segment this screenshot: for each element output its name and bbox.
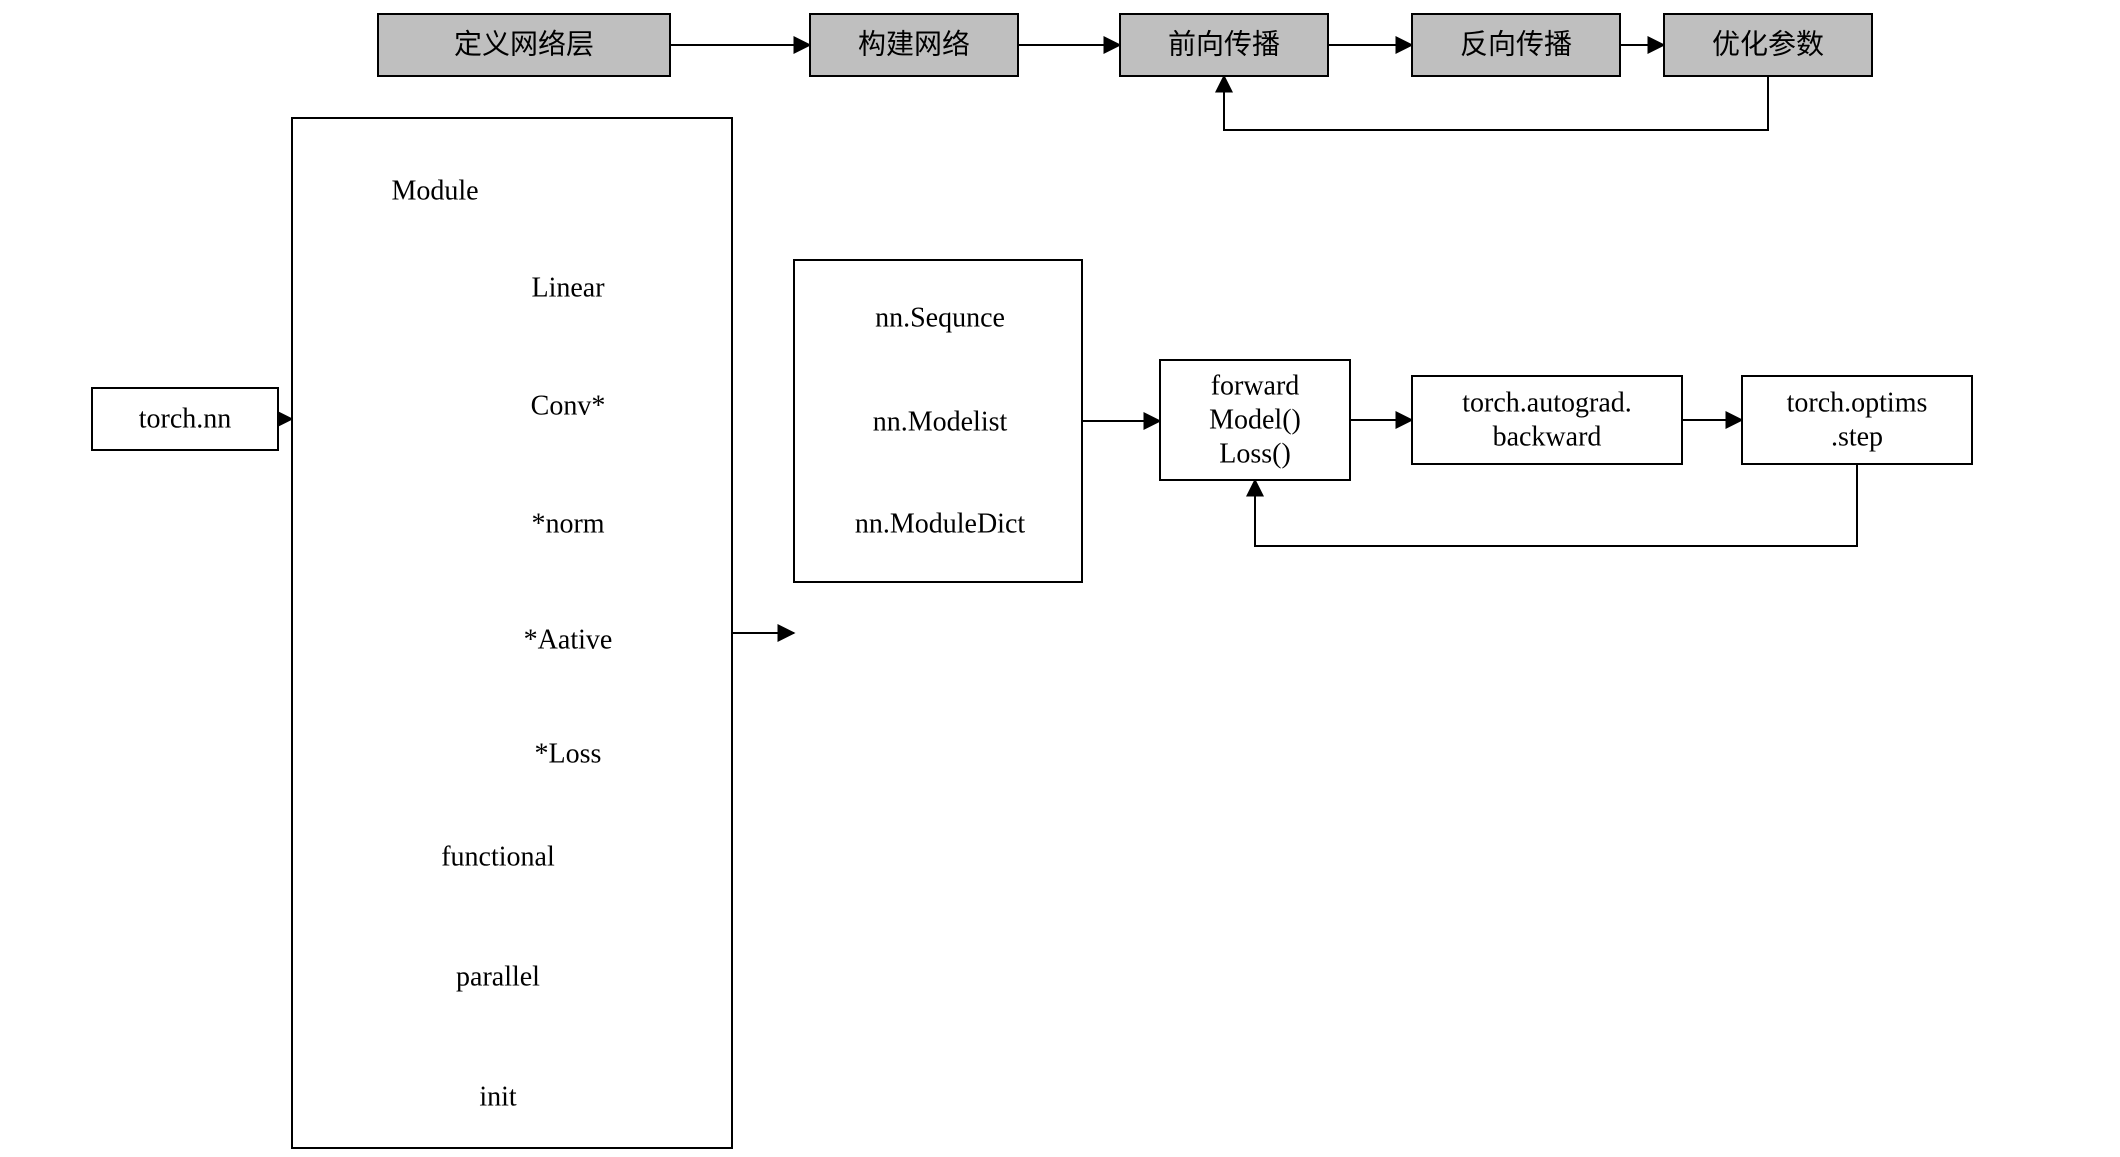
label-parallel: parallel: [456, 962, 540, 993]
label-autograd-line-0: torch.autograd.: [1462, 388, 1632, 419]
label-loss: *Loss: [535, 739, 602, 770]
edge-top-feedback: [1224, 76, 1768, 130]
label-optim-line-0: torch.optims: [1787, 388, 1928, 419]
label-root: torch.nn: [139, 404, 232, 435]
label-top5: 优化参数: [1712, 29, 1824, 61]
label-module: Module: [391, 176, 478, 207]
label-aative: *Aative: [524, 625, 613, 656]
label-forward-line-1: Model(): [1209, 405, 1301, 436]
label-top4: 反向传播: [1460, 29, 1572, 61]
label-forward-line-2: Loss(): [1219, 439, 1291, 470]
label-functional: functional: [441, 842, 555, 873]
label-optim-line-1: .step: [1831, 422, 1883, 453]
label-conv: Conv*: [531, 391, 606, 422]
label-mdict: nn.ModuleDict: [855, 509, 1026, 540]
label-top3: 前向传播: [1168, 29, 1280, 61]
label-autograd-line-1: backward: [1493, 422, 1602, 453]
label-top1: 定义网络层: [454, 29, 594, 61]
label-linear: Linear: [531, 273, 605, 304]
node-bigbox: [292, 118, 732, 1148]
label-init: init: [479, 1082, 517, 1113]
flowchart-canvas: 定义网络层 构建网络 前向传播 反向传播 优化参数 torch.nn Module funct…: [0, 0, 2120, 1157]
label-norm: *norm: [531, 509, 604, 540]
label-forward-line-0: forward: [1211, 371, 1300, 402]
label-seq: nn.Sequnce: [875, 303, 1005, 334]
label-mlist: nn.Modelist: [873, 407, 1008, 438]
label-top2: 构建网络: [858, 29, 970, 61]
